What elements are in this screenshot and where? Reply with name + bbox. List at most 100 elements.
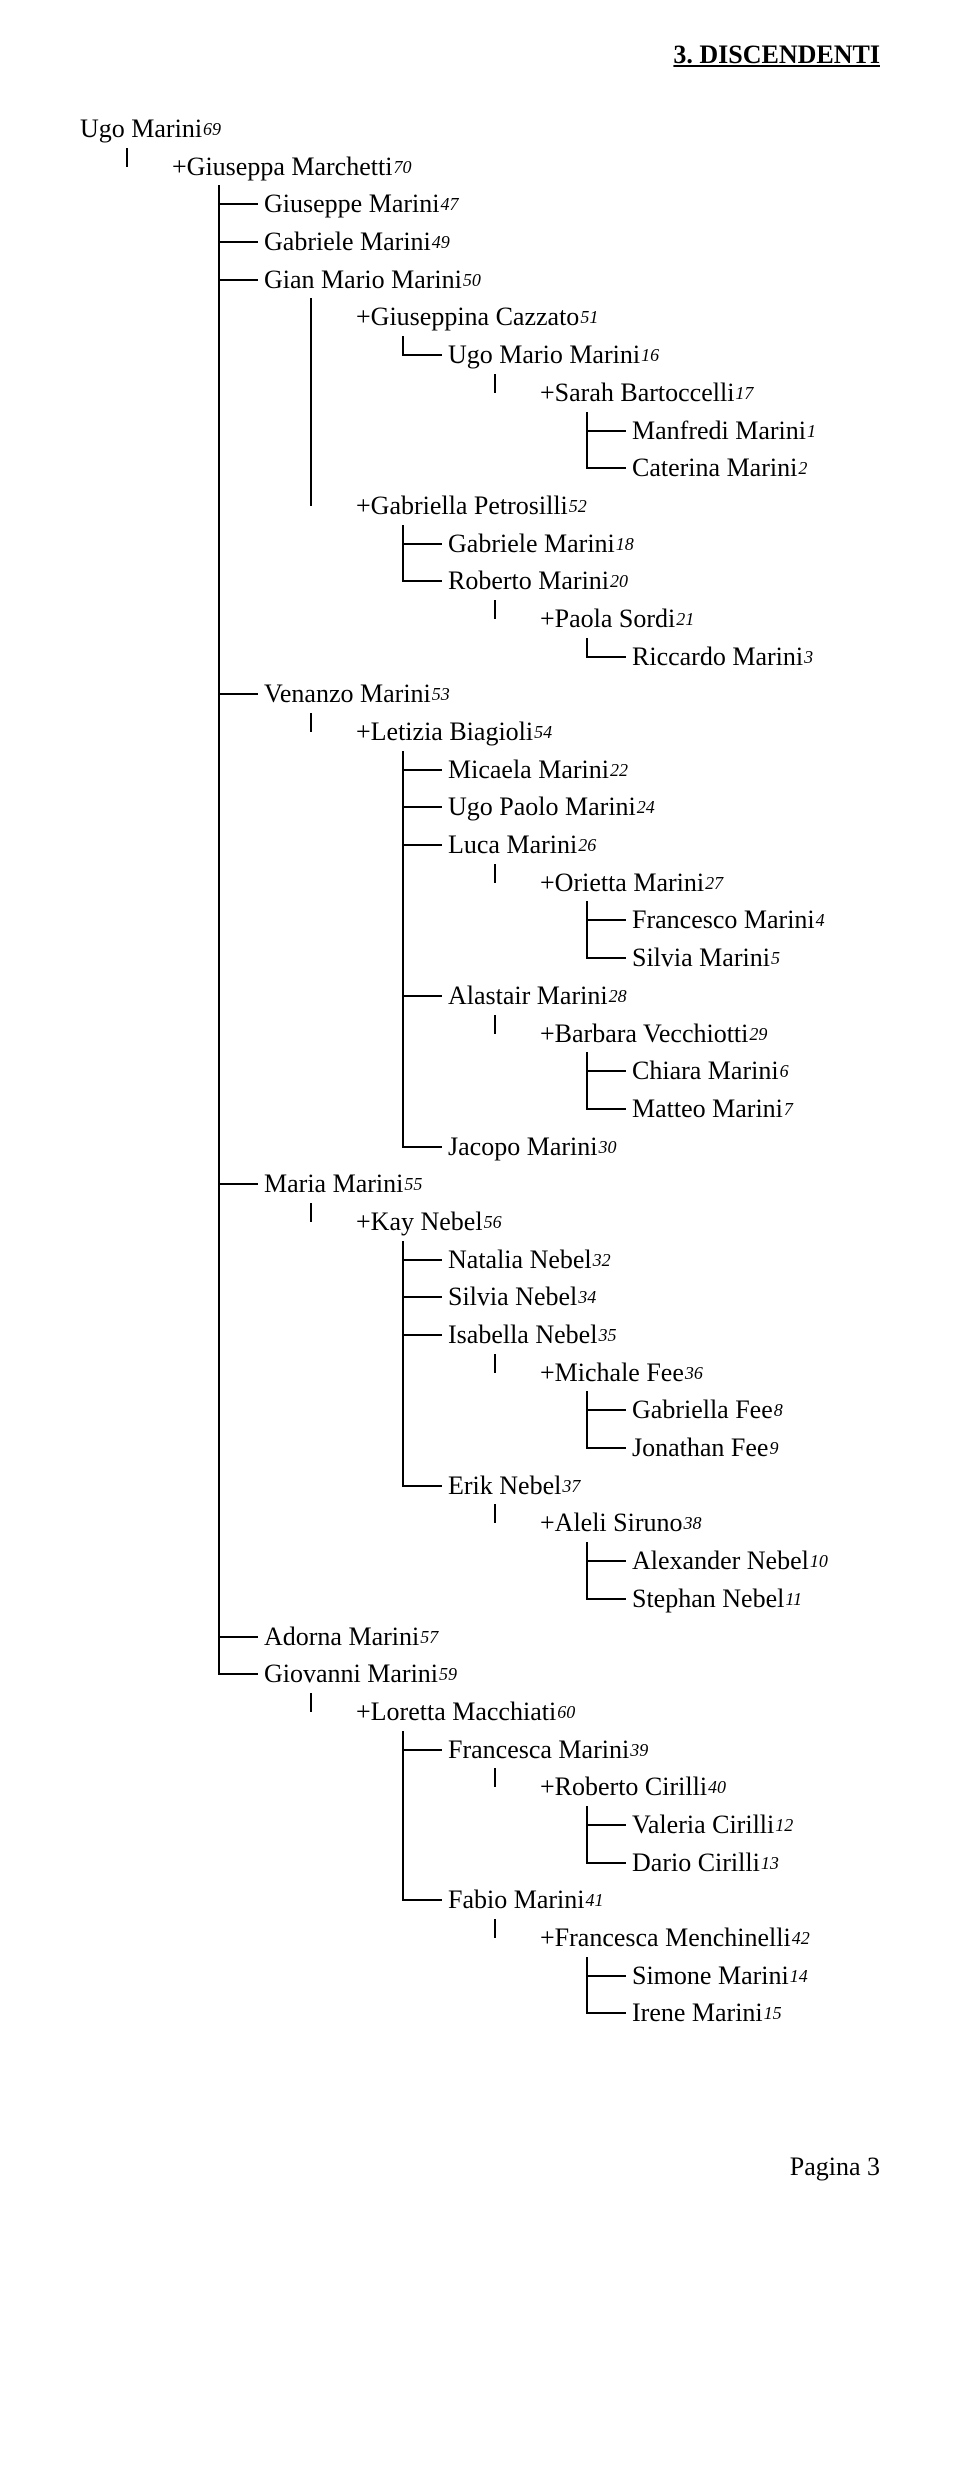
- tree-node-label: Isabella Nebel35: [448, 1316, 880, 1354]
- tree-node: Alexander Nebel10: [586, 1542, 880, 1580]
- tree-children: Gabriella Fee8Jonathan Fee9: [540, 1391, 880, 1466]
- tree-node-label: Gabriella Fee8: [632, 1391, 880, 1429]
- person-name: +Michale Fee: [540, 1358, 684, 1387]
- tree-node: Gabriele Marini49: [218, 223, 880, 261]
- tree-node: +Giuseppa Marchetti70Giuseppe Marini47Ga…: [126, 148, 880, 2032]
- person-ref: 11: [785, 1589, 802, 1609]
- tree-children: +Giuseppina Cazzato51Ugo Mario Marini16+…: [264, 298, 880, 675]
- person-name: Stephan Nebel: [632, 1584, 784, 1613]
- person-name: Maria Marini: [264, 1169, 403, 1198]
- tree-children: +Letizia Biagioli54Micaela Marini22Ugo P…: [264, 713, 880, 1165]
- person-ref: 52: [569, 496, 587, 516]
- tree-children: Gabriele Marini18Roberto Marini20+Paola …: [356, 525, 880, 676]
- tree-node: Valeria Cirilli12: [586, 1806, 880, 1844]
- tree-node: Gabriele Marini18: [402, 525, 880, 563]
- tree-node: Luca Marini26 +Orietta Marini27 Francesco …: [402, 826, 880, 977]
- tree-children: +Loretta Macchiati60Francesca Marini39+R…: [264, 1693, 880, 2032]
- person-name: Micaela Marini: [448, 755, 609, 784]
- tree-node: Gian Mario Marini50+Giuseppina Cazzato51…: [218, 261, 880, 676]
- tree-node-label: Micaela Marini22: [448, 751, 880, 789]
- person-name: +Giuseppina Cazzato: [356, 302, 579, 331]
- tree-node: Fabio Marini41+Francesca Menchinelli42Si…: [402, 1881, 880, 2032]
- person-ref: 55: [404, 1174, 422, 1194]
- tree-node-label: Gabriele Marini18: [448, 525, 880, 563]
- person-ref: 6: [780, 1061, 789, 1081]
- person-name: Ugo Mario Marini: [448, 340, 640, 369]
- tree-node-label: Jonathan Fee9: [632, 1429, 880, 1467]
- tree-node: Giovanni Marini59+Loretta Macchiati60Fra…: [218, 1655, 880, 2032]
- tree-children: Riccardo Marini3: [540, 638, 880, 676]
- person-name: Irene Marini: [632, 1998, 763, 2027]
- person-name: Natalia Nebel: [448, 1245, 592, 1274]
- tree-node-label: +Paola Sordi21: [540, 600, 880, 638]
- tree-node: Adorna Marini57: [218, 1618, 880, 1656]
- person-name: +Orietta Marini: [540, 868, 704, 897]
- tree-children: +Orietta Marini27Francesco Marini4Silvia…: [448, 864, 880, 977]
- tree-node: Ugo Mario Marini16+Sarah Bartoccelli17Ma…: [402, 336, 880, 487]
- tree-node: Chiara Marini6: [586, 1052, 880, 1090]
- person-ref: 49: [432, 232, 450, 252]
- person-ref: 28: [609, 986, 627, 1006]
- person-ref: 56: [484, 1212, 502, 1232]
- tree-node: Jacopo Marini30: [402, 1128, 880, 1166]
- person-ref: 27: [705, 873, 723, 893]
- person-name: Gabriele Marini: [264, 227, 431, 256]
- tree-node-label: Chiara Marini6: [632, 1052, 880, 1090]
- tree-node: +Kay Nebel56Natalia Nebel32Silvia Nebel3…: [310, 1203, 880, 1618]
- tree-node-label: Ugo Mario Marini16: [448, 336, 880, 374]
- tree-children: Manfredi Marini1Caterina Marini2: [540, 412, 880, 487]
- tree-node: +Sarah Bartoccelli17Manfredi Marini1Cate…: [494, 374, 880, 487]
- tree-node: Ugo Marini69+Giuseppa Marchetti70Giusepp…: [80, 110, 880, 2032]
- tree-node: +Orietta Marini27Francesco Marini4Silvia…: [494, 864, 880, 977]
- tree-node: +Loretta Macchiati60Francesca Marini39+R…: [310, 1693, 880, 2032]
- person-name: +Loretta Macchiati: [356, 1697, 556, 1726]
- tree-node-label: +Giuseppina Cazzato51: [356, 298, 880, 336]
- tree-node-label: +Kay Nebel56: [356, 1203, 880, 1241]
- person-ref: 9: [769, 1438, 778, 1458]
- person-ref: 57: [420, 1627, 438, 1647]
- person-name: Luca Marini: [448, 830, 577, 859]
- person-ref: 14: [790, 1966, 808, 1986]
- person-name: +Kay Nebel: [356, 1207, 483, 1236]
- tree-node-label: Maria Marini55: [264, 1165, 880, 1203]
- person-ref: 3: [804, 647, 813, 667]
- tree-node-label: Giuseppe Marini47: [264, 185, 880, 223]
- tree-node-label: Luca Marini26: [448, 826, 880, 864]
- tree-node-label: Riccardo Marini3: [632, 638, 880, 676]
- tree-children: Valeria Cirilli12Dario Cirilli13: [540, 1806, 880, 1881]
- tree-node-label: Natalia Nebel32: [448, 1241, 880, 1279]
- person-name: Venanzo Marini: [264, 679, 431, 708]
- person-name: Manfredi Marini: [632, 416, 806, 445]
- tree-children: +Michale Fee36Gabriella Fee8Jonathan Fee…: [448, 1354, 880, 1467]
- person-name: Jonathan Fee: [632, 1433, 768, 1462]
- tree-children: +Barbara Vecchiotti29Chiara Marini6Matte…: [448, 1015, 880, 1128]
- tree-children: +Sarah Bartoccelli17Manfredi Marini1Cate…: [448, 374, 880, 487]
- tree-node: +Roberto Cirilli40Valeria Cirilli12Dario…: [494, 1768, 880, 1881]
- tree-node-label: Simone Marini14: [632, 1957, 880, 1995]
- person-name: Erik Nebel: [448, 1471, 561, 1500]
- page-footer: Pagina 3: [80, 2152, 880, 2182]
- person-ref: 36: [685, 1363, 703, 1383]
- person-ref: 38: [684, 1513, 702, 1533]
- tree-node: Giuseppe Marini47: [218, 185, 880, 223]
- tree-node: Gabriella Fee8: [586, 1391, 880, 1429]
- person-ref: 8: [774, 1400, 783, 1420]
- tree-node: Jonathan Fee9: [586, 1429, 880, 1467]
- person-ref: 26: [578, 835, 596, 855]
- tree-node: +Giuseppina Cazzato51Ugo Mario Marini16+…: [310, 298, 880, 486]
- person-ref: 20: [610, 571, 628, 591]
- tree-node-label: Stephan Nebel11: [632, 1580, 880, 1618]
- tree-children: Simone Marini14Irene Marini15: [540, 1957, 880, 2032]
- tree-node: +Barbara Vecchiotti29Chiara Marini6Matte…: [494, 1015, 880, 1128]
- tree-children: Ugo Mario Marini16+Sarah Bartoccelli17Ma…: [356, 336, 880, 487]
- tree-node-label: +Letizia Biagioli54: [356, 713, 880, 751]
- tree-node-label: Roberto Marini20: [448, 562, 880, 600]
- person-name: Caterina Marini: [632, 453, 797, 482]
- tree-node: Erik Nebel37+Aleli Siruno38Alexander Neb…: [402, 1467, 880, 1618]
- tree-node-label: Francesco Marini4: [632, 901, 880, 939]
- person-name: Matteo Marini: [632, 1094, 783, 1123]
- person-name: Gian Mario Marini: [264, 265, 462, 294]
- tree-node-label: Dario Cirilli13: [632, 1844, 880, 1882]
- tree-node-label: +Francesca Menchinelli42: [540, 1919, 880, 1957]
- person-ref: 40: [708, 1777, 726, 1797]
